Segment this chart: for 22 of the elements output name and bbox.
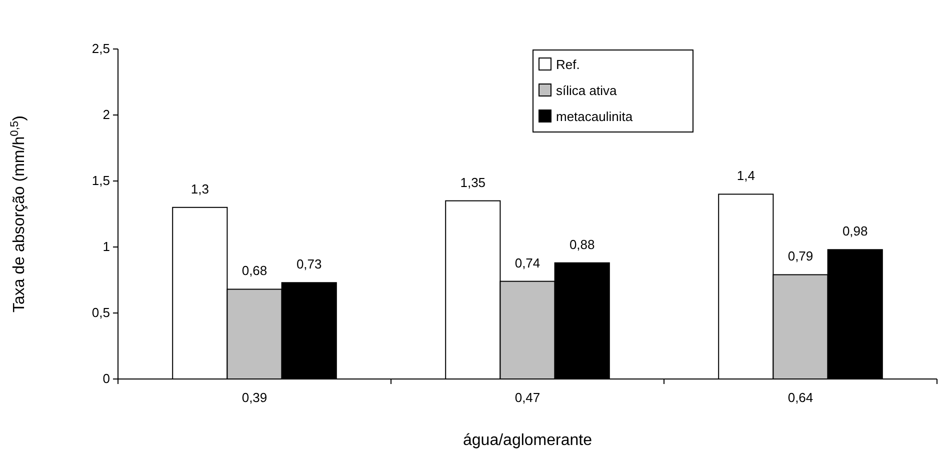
legend-label: sílica ativa <box>556 83 618 98</box>
y-tick-label: 2,5 <box>92 41 110 56</box>
data-label: 0,88 <box>569 236 595 252</box>
data-label: 0,98 <box>842 224 868 239</box>
y-tick-label: 0,5 <box>92 305 110 320</box>
data-label: 0,79 <box>788 248 814 264</box>
y-tick-label: 0 <box>102 371 110 386</box>
data-label: 1,3 <box>190 181 209 196</box>
x-axis-title: água/aglomerante <box>463 432 592 449</box>
legend-label: Ref. <box>556 57 580 72</box>
x-tick-label: 0,64 <box>788 390 814 406</box>
data-label: 1,35 <box>460 174 486 190</box>
y-tick-label: 2 <box>102 107 110 122</box>
data-label: 0,73 <box>296 256 322 272</box>
data-label: 0,68 <box>242 263 268 278</box>
data-label: 0,74 <box>514 255 540 270</box>
legend-label: metacaulinita <box>556 109 634 124</box>
data-label: 1,4 <box>736 168 755 184</box>
x-tick-label: 0,47 <box>514 390 540 406</box>
y-tick-label: 1 <box>102 239 110 254</box>
y-tick-label: 1,5 <box>92 173 110 188</box>
x-tick-label: 0,39 <box>242 390 268 406</box>
